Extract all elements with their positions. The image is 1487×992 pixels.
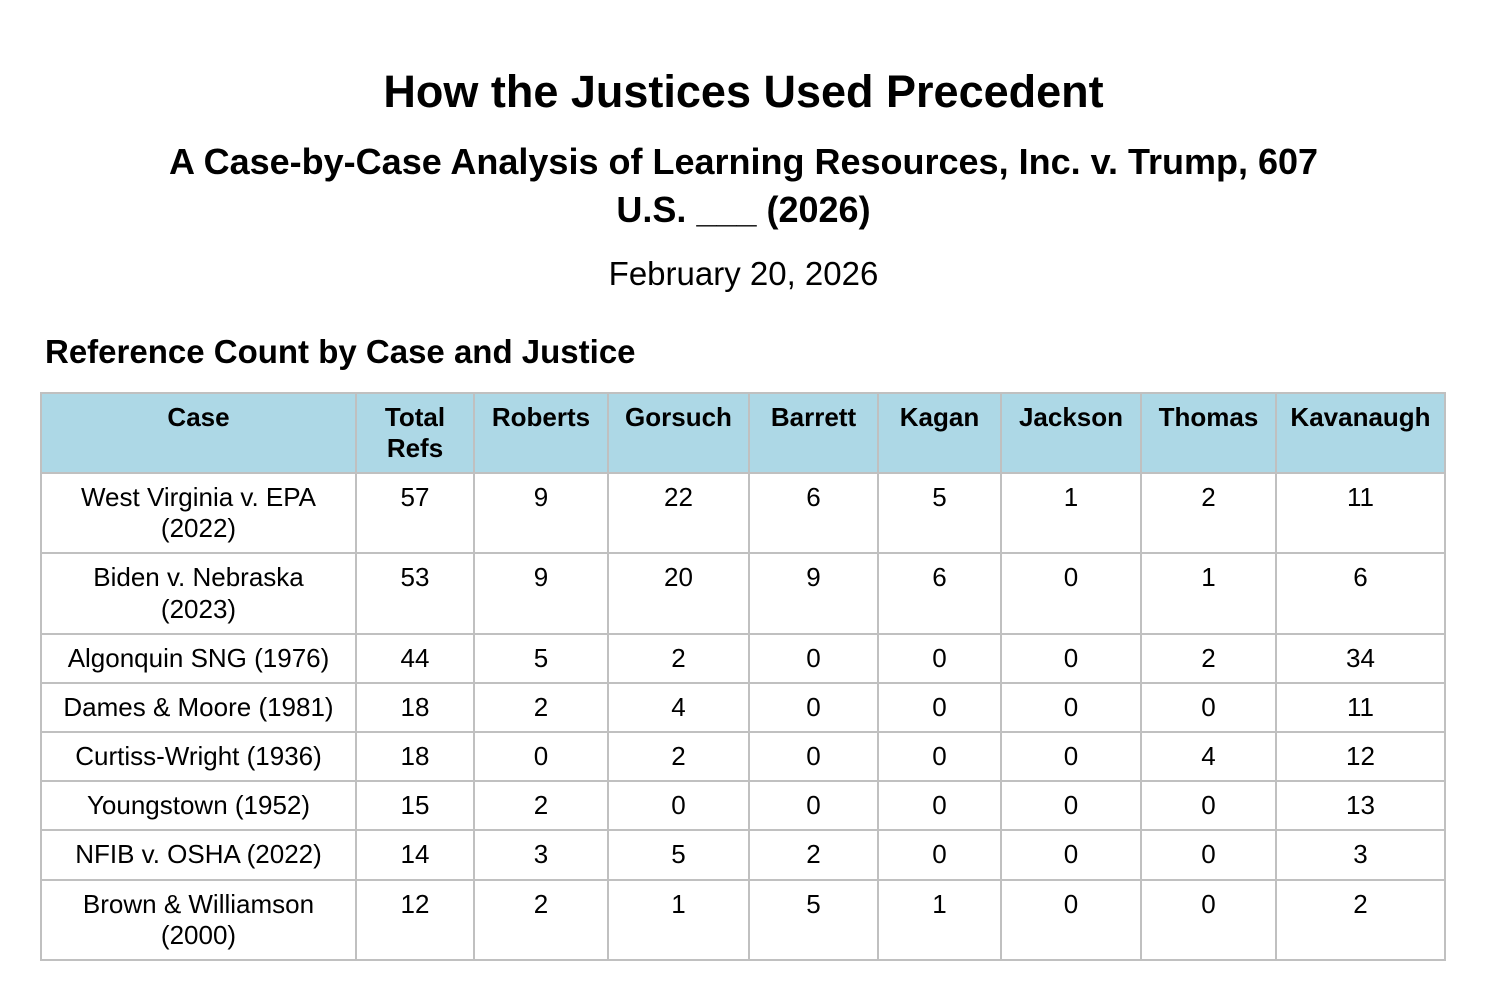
table-row: Biden v. Nebraska (2023) 53 9 20 9 6 0 1… bbox=[40, 552, 1446, 635]
case-cell: Curtiss-Wright (1936) bbox=[40, 731, 357, 783]
column-header-gorsuch: Gorsuch bbox=[607, 391, 750, 474]
document-page: How the Justices Used Precedent A Case-b… bbox=[0, 65, 1487, 962]
value-cell: 9 bbox=[473, 552, 609, 635]
case-cell: NFIB v. OSHA (2022) bbox=[40, 829, 357, 881]
value-cell: 4 bbox=[1140, 731, 1277, 783]
case-cell: Dames & Moore (1981) bbox=[40, 681, 357, 734]
value-cell: 2 bbox=[1140, 471, 1277, 555]
value-cell: 0 bbox=[1000, 632, 1142, 684]
value-cell: 18 bbox=[355, 731, 475, 783]
value-cell: 0 bbox=[1140, 878, 1277, 962]
table-row: NFIB v. OSHA (2022) 14 3 5 2 0 0 0 3 bbox=[40, 829, 1446, 881]
subtitle-line-2: U.S. ___ (2026) bbox=[616, 188, 871, 230]
value-cell: 18 bbox=[355, 681, 475, 734]
value-cell: 0 bbox=[1000, 878, 1142, 962]
value-cell: 6 bbox=[877, 552, 1002, 635]
value-cell: 1 bbox=[1140, 552, 1277, 635]
value-cell: 0 bbox=[877, 780, 1002, 832]
value-cell: 1 bbox=[607, 878, 750, 962]
value-cell: 15 bbox=[355, 780, 475, 832]
value-cell: 2 bbox=[1275, 878, 1446, 962]
value-cell: 2 bbox=[473, 681, 609, 734]
column-header-total-refs: Total Refs bbox=[355, 391, 475, 474]
table-row: Curtiss-Wright (1936) 18 0 2 0 0 0 4 12 bbox=[40, 731, 1446, 783]
reference-count-table: Case Total Refs Roberts Gorsuch Barrett … bbox=[40, 391, 1446, 962]
table-row: Algonquin SNG (1976) 44 5 2 0 0 0 2 34 bbox=[40, 632, 1446, 684]
value-cell: 11 bbox=[1275, 471, 1446, 555]
table-row: Brown & Williamson (2000) 12 2 1 5 1 0 0… bbox=[40, 878, 1446, 962]
document-date: February 20, 2026 bbox=[608, 255, 879, 293]
value-cell: 12 bbox=[355, 878, 475, 962]
value-cell: 12 bbox=[1275, 731, 1446, 783]
value-cell: 2 bbox=[607, 731, 750, 783]
value-cell: 53 bbox=[355, 552, 475, 635]
value-cell: 14 bbox=[355, 829, 475, 881]
value-cell: 0 bbox=[1000, 731, 1142, 783]
value-cell: 3 bbox=[1275, 829, 1446, 881]
case-cell: Algonquin SNG (1976) bbox=[40, 632, 357, 684]
case-cell: Biden v. Nebraska (2023) bbox=[40, 552, 357, 635]
value-cell: 5 bbox=[607, 829, 750, 881]
value-cell: 2 bbox=[473, 878, 609, 962]
column-header-kagan: Kagan bbox=[877, 391, 1002, 474]
value-cell: 34 bbox=[1275, 632, 1446, 684]
value-cell: 0 bbox=[877, 632, 1002, 684]
value-cell: 0 bbox=[607, 780, 750, 832]
value-cell: 0 bbox=[1140, 681, 1277, 734]
column-header-jackson: Jackson bbox=[1000, 391, 1142, 474]
table-header-row: Case Total Refs Roberts Gorsuch Barrett … bbox=[40, 391, 1446, 474]
value-cell: 13 bbox=[1275, 780, 1446, 832]
value-cell: 9 bbox=[473, 471, 609, 555]
value-cell: 6 bbox=[748, 471, 879, 555]
value-cell: 6 bbox=[1275, 552, 1446, 635]
value-cell: 0 bbox=[473, 731, 609, 783]
value-cell: 1 bbox=[877, 878, 1002, 962]
value-cell: 0 bbox=[748, 780, 879, 832]
subtitle-line-1: A Case-by-Case Analysis of Learning Reso… bbox=[168, 141, 1319, 182]
value-cell: 0 bbox=[877, 681, 1002, 734]
value-cell: 0 bbox=[748, 681, 879, 734]
value-cell: 0 bbox=[1000, 780, 1142, 832]
value-cell: 20 bbox=[607, 552, 750, 635]
value-cell: 0 bbox=[1000, 552, 1142, 635]
value-cell: 4 bbox=[607, 681, 750, 734]
column-header-case: Case bbox=[40, 391, 357, 474]
value-cell: 0 bbox=[877, 731, 1002, 783]
value-cell: 3 bbox=[473, 829, 609, 881]
value-cell: 5 bbox=[877, 471, 1002, 555]
value-cell: 5 bbox=[748, 878, 879, 962]
value-cell: 2 bbox=[748, 829, 879, 881]
value-cell: 2 bbox=[1140, 632, 1277, 684]
case-cell: West Virginia v. EPA (2022) bbox=[40, 471, 357, 555]
value-cell: 0 bbox=[1000, 681, 1142, 734]
value-cell: 0 bbox=[748, 632, 879, 684]
value-cell: 2 bbox=[607, 632, 750, 684]
page-title: How the Justices Used Precedent bbox=[383, 66, 1104, 117]
column-header-roberts: Roberts bbox=[473, 391, 609, 474]
table-row: Youngstown (1952) 15 2 0 0 0 0 0 13 bbox=[40, 780, 1446, 832]
column-header-barrett: Barrett bbox=[748, 391, 879, 474]
value-cell: 11 bbox=[1275, 681, 1446, 734]
value-cell: 5 bbox=[473, 632, 609, 684]
value-cell: 0 bbox=[1140, 780, 1277, 832]
case-cell: Brown & Williamson (2000) bbox=[40, 878, 357, 962]
section-heading: Reference Count by Case and Justice bbox=[45, 332, 636, 370]
column-header-kavanaugh: Kavanaugh bbox=[1275, 391, 1446, 474]
value-cell: 1 bbox=[1000, 471, 1142, 555]
page-subtitle: A Case-by-Case Analysis of Learning Reso… bbox=[40, 138, 1447, 233]
value-cell: 2 bbox=[473, 780, 609, 832]
value-cell: 0 bbox=[1140, 829, 1277, 881]
value-cell: 0 bbox=[1000, 829, 1142, 881]
value-cell: 0 bbox=[877, 829, 1002, 881]
value-cell: 0 bbox=[748, 731, 879, 783]
table-row: West Virginia v. EPA (2022) 57 9 22 6 5 … bbox=[40, 471, 1446, 555]
case-cell: Youngstown (1952) bbox=[40, 780, 357, 832]
table-row: Dames & Moore (1981) 18 2 4 0 0 0 0 11 bbox=[40, 681, 1446, 734]
column-header-thomas: Thomas bbox=[1140, 391, 1277, 474]
value-cell: 57 bbox=[355, 471, 475, 555]
value-cell: 9 bbox=[748, 552, 879, 635]
value-cell: 44 bbox=[355, 632, 475, 684]
value-cell: 22 bbox=[607, 471, 750, 555]
